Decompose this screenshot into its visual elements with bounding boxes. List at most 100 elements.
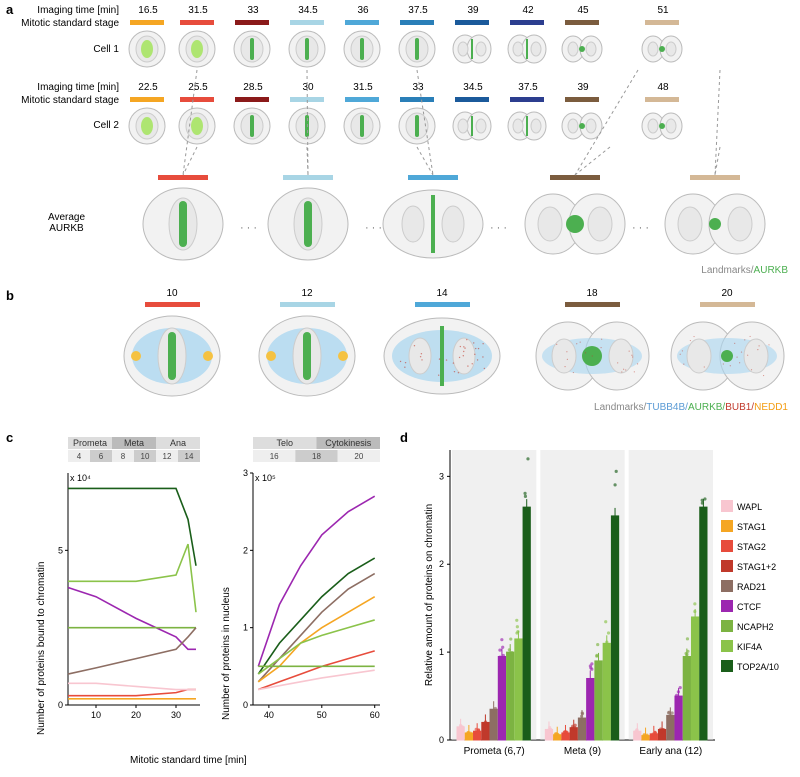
avg-cell-render bbox=[128, 185, 238, 266]
svg-text:0: 0 bbox=[243, 700, 248, 710]
mitotic-stage-label-2: Mitotic standard stage bbox=[14, 95, 119, 106]
svg-text:Prometa (6,7): Prometa (6,7) bbox=[464, 746, 525, 757]
panel-b-stage-num: 14 bbox=[422, 288, 462, 299]
panel-b-render bbox=[110, 312, 235, 403]
svg-text:30: 30 bbox=[171, 710, 181, 720]
svg-text:Cytokinesis: Cytokinesis bbox=[325, 438, 372, 448]
svg-text:RAD21: RAD21 bbox=[737, 582, 766, 592]
panel-b-stage-bar bbox=[145, 302, 200, 307]
legend-aurkb: AURKB bbox=[754, 265, 788, 276]
time-label: 36 bbox=[343, 5, 383, 16]
time-label: 28.5 bbox=[233, 82, 273, 93]
time-label: 37.5 bbox=[398, 5, 438, 16]
panel-b-stage-num: 10 bbox=[152, 288, 192, 299]
avg-ellipsis: ··· bbox=[632, 222, 652, 234]
svg-text:2: 2 bbox=[439, 559, 444, 569]
time-label: 31.5 bbox=[178, 5, 218, 16]
svg-text:5: 5 bbox=[58, 545, 63, 555]
avg-ellipsis: ··· bbox=[490, 222, 510, 234]
cell2-label: Cell 2 bbox=[14, 120, 119, 131]
svg-text:2: 2 bbox=[243, 545, 248, 555]
panel-b-stage-bar bbox=[700, 302, 755, 307]
time-label: 42 bbox=[508, 5, 548, 16]
avg-stage-bar bbox=[690, 175, 740, 180]
svg-text:x 10⁵: x 10⁵ bbox=[255, 473, 276, 483]
svg-text:Telo: Telo bbox=[276, 438, 293, 448]
stage-bar bbox=[130, 20, 164, 25]
panel-b-stage-bar bbox=[415, 302, 470, 307]
cell-render bbox=[396, 28, 438, 70]
stage-bar bbox=[400, 20, 434, 25]
panel-b-legend: Landmarks/TUBB4B/AURKB/BUB1/NEDD1 bbox=[594, 402, 788, 413]
imaging-time-label: Imaging time [min] bbox=[14, 5, 119, 16]
stage-bar bbox=[290, 97, 324, 102]
svg-text:WAPL: WAPL bbox=[737, 502, 762, 512]
stage-bar bbox=[290, 20, 324, 25]
stage-bar bbox=[455, 97, 489, 102]
cell-render bbox=[176, 28, 218, 70]
svg-text:STAG1+2: STAG1+2 bbox=[737, 562, 776, 572]
cell-render bbox=[641, 28, 683, 70]
avg-cell-render bbox=[660, 185, 770, 266]
cell-render bbox=[341, 28, 383, 70]
stage-bar bbox=[645, 97, 679, 102]
stage-bar bbox=[235, 97, 269, 102]
svg-text:Ana: Ana bbox=[170, 438, 186, 448]
avg-stage-bar bbox=[158, 175, 208, 180]
time-label: 39 bbox=[453, 5, 493, 16]
time-label: 33 bbox=[398, 82, 438, 93]
svg-text:6: 6 bbox=[99, 452, 104, 461]
time-label: 22.5 bbox=[128, 82, 168, 93]
svg-text:Early ana (12): Early ana (12) bbox=[639, 746, 702, 757]
time-label: 48 bbox=[643, 82, 683, 93]
chart-c-right: TeloCytokinesis161820x 10⁵0123405060 bbox=[225, 435, 385, 745]
svg-text:TOP2A/10: TOP2A/10 bbox=[737, 662, 779, 672]
panel-a-legend: Landmarks/AURKB bbox=[701, 265, 788, 276]
chart-c-right-svg: TeloCytokinesis161820x 10⁵0123405060 bbox=[225, 435, 385, 745]
cell-render bbox=[451, 105, 493, 147]
stage-bar bbox=[510, 20, 544, 25]
stage-bar bbox=[455, 20, 489, 25]
svg-text:1: 1 bbox=[439, 647, 444, 657]
cell-render bbox=[176, 105, 218, 147]
svg-text:3: 3 bbox=[439, 471, 444, 481]
legend-b-aurkb: AURKB/ bbox=[688, 402, 725, 413]
panel-b-stage-num: 18 bbox=[572, 288, 612, 299]
legend-b-landmarks: Landmarks/ bbox=[594, 402, 646, 413]
stage-bar bbox=[400, 97, 434, 102]
cell-render bbox=[396, 105, 438, 147]
stage-bar bbox=[565, 97, 599, 102]
cell-render bbox=[231, 28, 273, 70]
chart-c-left-svg: PrometaMetaAna468101214x 10⁴05102030 bbox=[40, 435, 205, 745]
panel-b-stage-bar bbox=[565, 302, 620, 307]
time-label: 31.5 bbox=[343, 82, 383, 93]
svg-text:20: 20 bbox=[354, 452, 363, 461]
imaging-time-label-2: Imaging time [min] bbox=[14, 82, 119, 93]
svg-text:40: 40 bbox=[264, 710, 274, 720]
svg-text:CTCF: CTCF bbox=[737, 602, 761, 612]
time-label: 33 bbox=[233, 5, 273, 16]
cell-render bbox=[561, 28, 603, 70]
panel-b-stage-num: 20 bbox=[707, 288, 747, 299]
cell-render bbox=[641, 105, 683, 147]
stage-bar bbox=[345, 20, 379, 25]
panel-b-render bbox=[530, 312, 655, 403]
svg-text:18: 18 bbox=[312, 452, 321, 461]
panel-b-render bbox=[245, 312, 370, 403]
panel-b-stage-bar bbox=[280, 302, 335, 307]
mitotic-stage-label: Mitotic standard stage bbox=[14, 18, 119, 29]
time-label: 39 bbox=[563, 82, 603, 93]
axis-label: Number of proteins bound to chromatin bbox=[36, 562, 47, 735]
svg-text:4: 4 bbox=[77, 452, 82, 461]
svg-text:10: 10 bbox=[141, 452, 150, 461]
cell1-label: Cell 1 bbox=[14, 44, 119, 55]
svg-text:KIF4A: KIF4A bbox=[737, 642, 762, 652]
svg-text:STAG1: STAG1 bbox=[737, 522, 766, 532]
time-label: 30 bbox=[288, 82, 328, 93]
legend-nedd1: NEDD1 bbox=[754, 402, 788, 413]
cell-render bbox=[451, 28, 493, 70]
svg-text:STAG2: STAG2 bbox=[737, 542, 766, 552]
svg-text:Relative amount of proteins on: Relative amount of proteins on chromatin bbox=[424, 504, 435, 686]
panel-d-label: d bbox=[400, 430, 408, 445]
time-label: 34.5 bbox=[453, 82, 493, 93]
